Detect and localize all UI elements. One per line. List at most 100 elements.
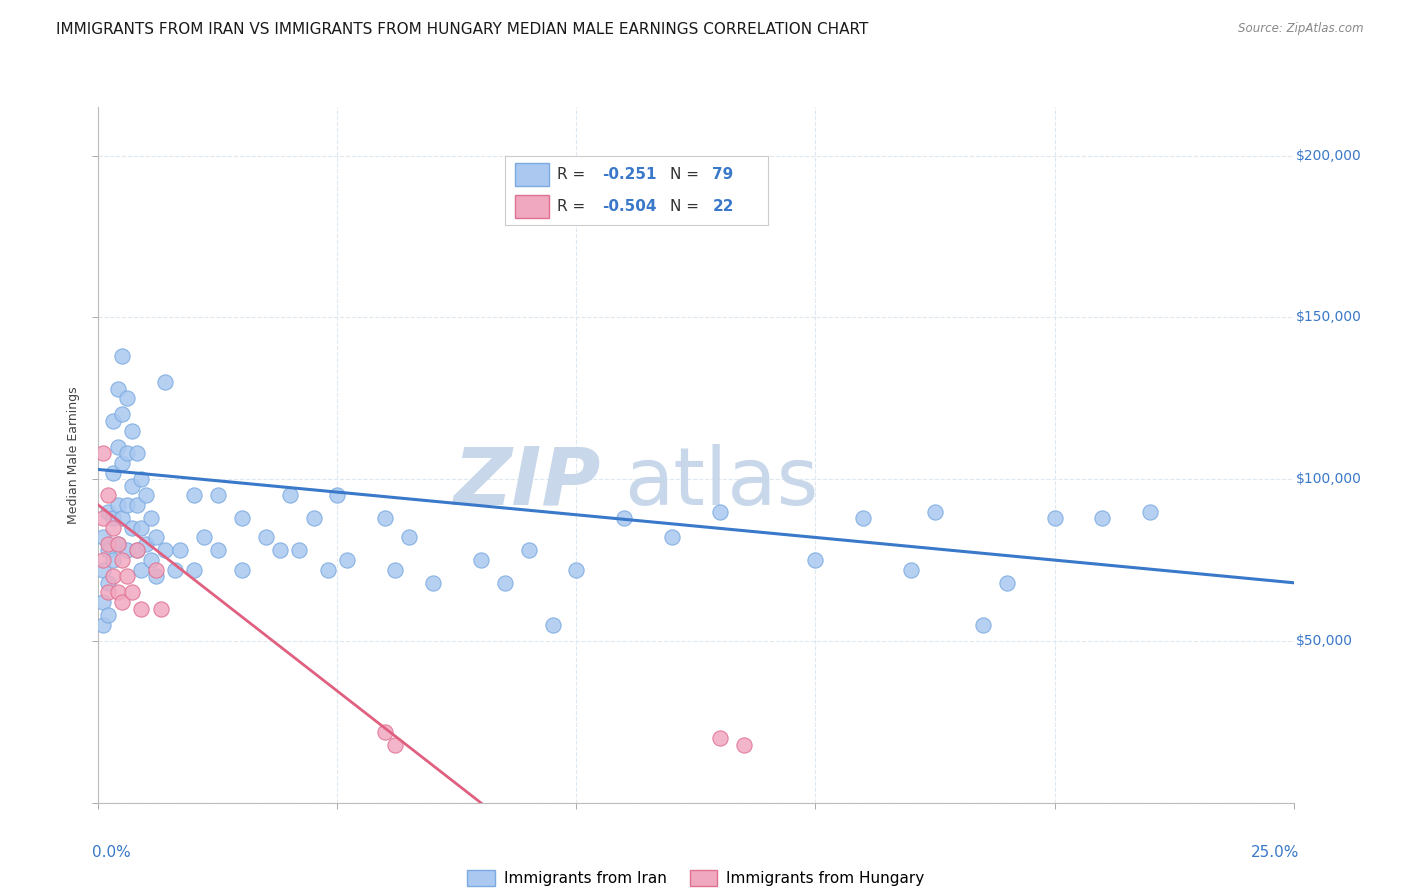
Text: N =: N = — [671, 199, 704, 214]
Point — [517, 543, 540, 558]
Point — [125, 543, 148, 558]
Point — [101, 553, 124, 567]
Point — [125, 446, 148, 460]
Point — [97, 608, 120, 623]
Bar — [515, 194, 550, 218]
Bar — [515, 163, 550, 186]
Text: $100,000: $100,000 — [1296, 472, 1362, 486]
Point — [163, 563, 186, 577]
Point — [900, 563, 922, 577]
Point — [115, 569, 138, 583]
Point — [91, 511, 114, 525]
Point — [121, 521, 143, 535]
Point — [155, 375, 177, 389]
Text: -0.251: -0.251 — [602, 168, 657, 182]
Text: 22: 22 — [713, 199, 734, 214]
Point — [111, 595, 134, 609]
Point — [131, 472, 153, 486]
Point — [316, 563, 339, 577]
Text: N =: N = — [671, 168, 704, 182]
Text: 79: 79 — [713, 168, 734, 182]
Point — [115, 498, 138, 512]
Point — [336, 553, 359, 567]
Point — [374, 724, 396, 739]
Y-axis label: Median Male Earnings: Median Male Earnings — [66, 386, 80, 524]
Point — [852, 511, 875, 525]
Text: 25.0%: 25.0% — [1251, 845, 1299, 860]
Point — [97, 488, 120, 502]
Point — [131, 521, 153, 535]
Text: -0.504: -0.504 — [602, 199, 657, 214]
Point — [1043, 511, 1066, 525]
Point — [193, 531, 215, 545]
Point — [107, 498, 129, 512]
Point — [131, 563, 153, 577]
Point — [91, 563, 114, 577]
Point — [97, 537, 120, 551]
Point — [613, 511, 636, 525]
Point — [101, 511, 124, 525]
Point — [107, 382, 129, 396]
Point — [91, 553, 114, 567]
Point — [125, 498, 148, 512]
Point — [207, 488, 229, 502]
Point — [207, 543, 229, 558]
Point — [131, 601, 153, 615]
Point — [231, 511, 253, 525]
Point — [288, 543, 311, 558]
Text: $50,000: $50,000 — [1296, 634, 1353, 648]
Text: ZIP: ZIP — [453, 443, 600, 522]
Point — [494, 575, 516, 590]
Point — [1091, 511, 1114, 525]
Text: Source: ZipAtlas.com: Source: ZipAtlas.com — [1239, 22, 1364, 36]
Point — [326, 488, 349, 502]
Text: $150,000: $150,000 — [1296, 310, 1362, 325]
Point — [155, 543, 177, 558]
Point — [709, 731, 731, 745]
Point — [121, 585, 143, 599]
Point — [107, 585, 129, 599]
Point — [398, 531, 420, 545]
Point — [278, 488, 301, 502]
Point — [97, 504, 120, 518]
Text: R =: R = — [557, 199, 591, 214]
Point — [111, 456, 134, 470]
Point — [541, 617, 564, 632]
Text: 0.0%: 0.0% — [93, 845, 131, 860]
Point — [302, 511, 325, 525]
Point — [111, 408, 134, 422]
Point — [733, 738, 755, 752]
Point — [661, 531, 683, 545]
Point — [1139, 504, 1161, 518]
Point — [183, 563, 205, 577]
Point — [111, 349, 134, 363]
Point — [91, 531, 114, 545]
Point — [709, 504, 731, 518]
Point — [145, 569, 167, 583]
Point — [804, 553, 827, 567]
Point — [101, 521, 124, 535]
Point — [101, 414, 124, 428]
Point — [107, 537, 129, 551]
Point — [254, 531, 277, 545]
Point — [111, 553, 134, 567]
Point — [115, 392, 138, 406]
Point — [135, 488, 157, 502]
Point — [91, 595, 114, 609]
Point — [97, 575, 120, 590]
Point — [149, 601, 172, 615]
Point — [91, 446, 114, 460]
Point — [115, 446, 138, 460]
Point — [107, 537, 129, 551]
Point — [125, 543, 148, 558]
Text: atlas: atlas — [624, 443, 818, 522]
Point — [111, 511, 134, 525]
Point — [924, 504, 946, 518]
Text: R =: R = — [557, 168, 591, 182]
Point — [139, 553, 162, 567]
Legend: Immigrants from Iran, Immigrants from Hungary: Immigrants from Iran, Immigrants from Hu… — [461, 864, 931, 892]
Point — [107, 440, 129, 454]
Point — [972, 617, 994, 632]
Point — [101, 466, 124, 480]
Point — [565, 563, 588, 577]
